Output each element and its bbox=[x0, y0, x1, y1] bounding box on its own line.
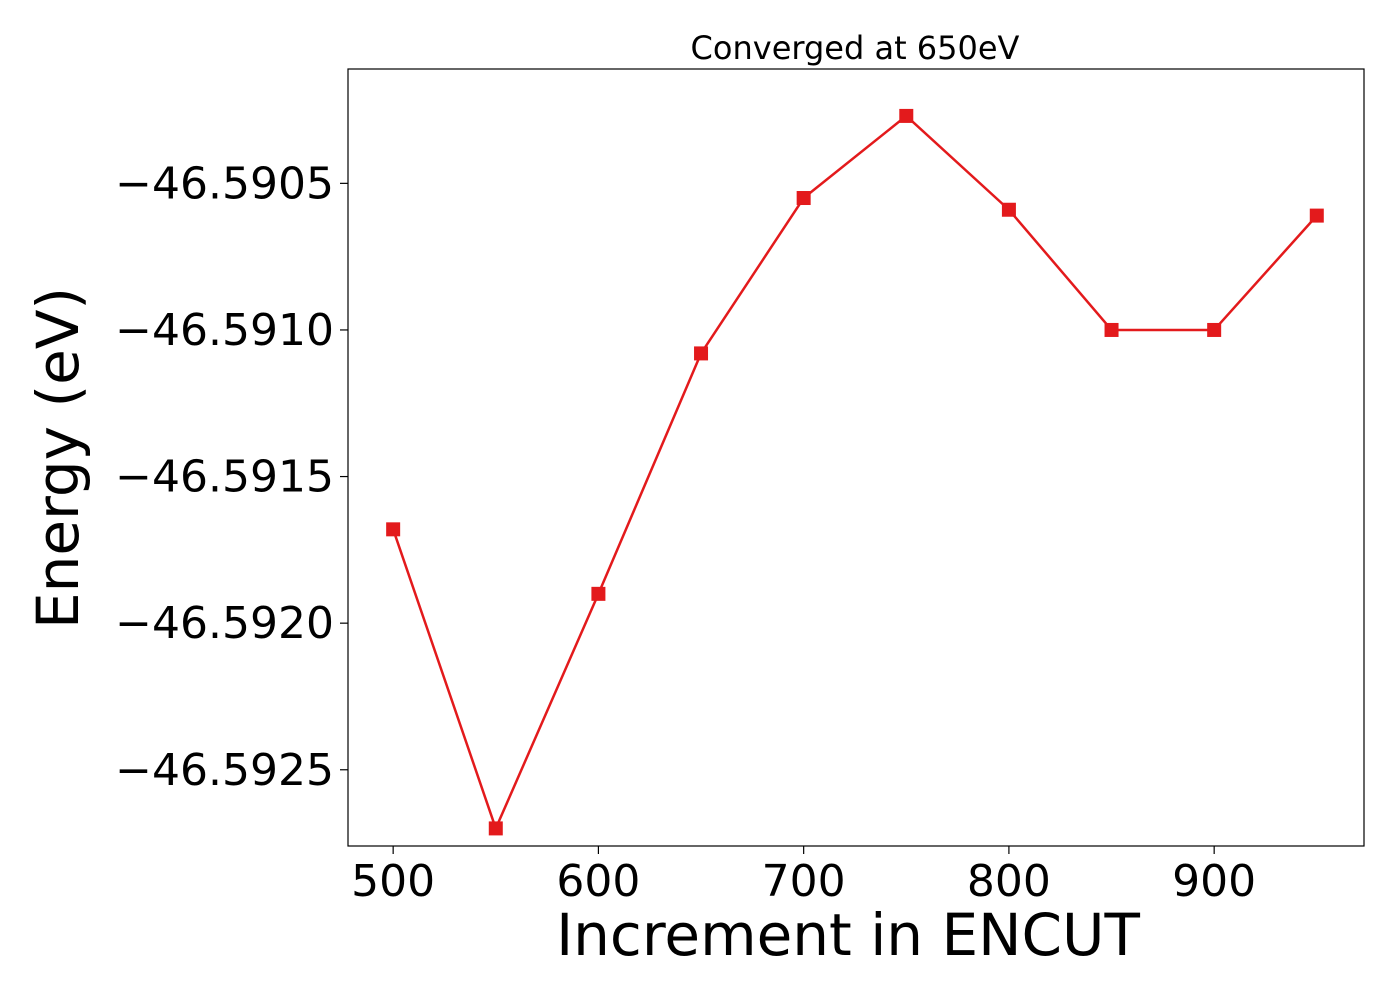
series-line bbox=[391, 114, 1318, 830]
y-tick-label: −46.5910 bbox=[115, 305, 334, 356]
series-markers bbox=[386, 108, 1324, 836]
y-tick-label: −46.5905 bbox=[115, 158, 334, 209]
y-tick-label: −46.5915 bbox=[115, 452, 334, 503]
data-point-marker bbox=[1104, 322, 1119, 337]
data-point-marker bbox=[694, 346, 709, 361]
x-tick-label: 500 bbox=[351, 856, 435, 907]
y-axis-label: Energy (eV) bbox=[24, 287, 92, 629]
data-point-marker bbox=[1207, 322, 1222, 337]
x-tick-label: 800 bbox=[967, 856, 1051, 907]
x-tick-label: 700 bbox=[762, 856, 846, 907]
plot-frame bbox=[347, 68, 1365, 847]
chart-title: Converged at 650eV bbox=[691, 29, 1020, 67]
x-tick-label: 900 bbox=[1172, 856, 1256, 907]
x-axis-ticks: 500 600 700 800 900 bbox=[351, 846, 1256, 907]
x-axis-label: Increment in ENCUT bbox=[556, 901, 1140, 969]
data-point-marker bbox=[899, 108, 914, 123]
data-point-marker bbox=[386, 522, 401, 537]
y-axis-ticks: −46.5905 −46.5910 −46.5915 −46.5920 −46.5925 bbox=[115, 158, 348, 796]
x-tick-label: 600 bbox=[556, 856, 640, 907]
data-point-marker bbox=[1309, 208, 1324, 223]
data-point-marker bbox=[1001, 202, 1016, 217]
data-point-marker bbox=[591, 586, 606, 601]
data-point-marker bbox=[796, 191, 811, 206]
y-tick-label: −46.5925 bbox=[115, 745, 334, 796]
data-point-marker bbox=[488, 821, 503, 836]
y-tick-label: −46.5920 bbox=[115, 598, 334, 649]
